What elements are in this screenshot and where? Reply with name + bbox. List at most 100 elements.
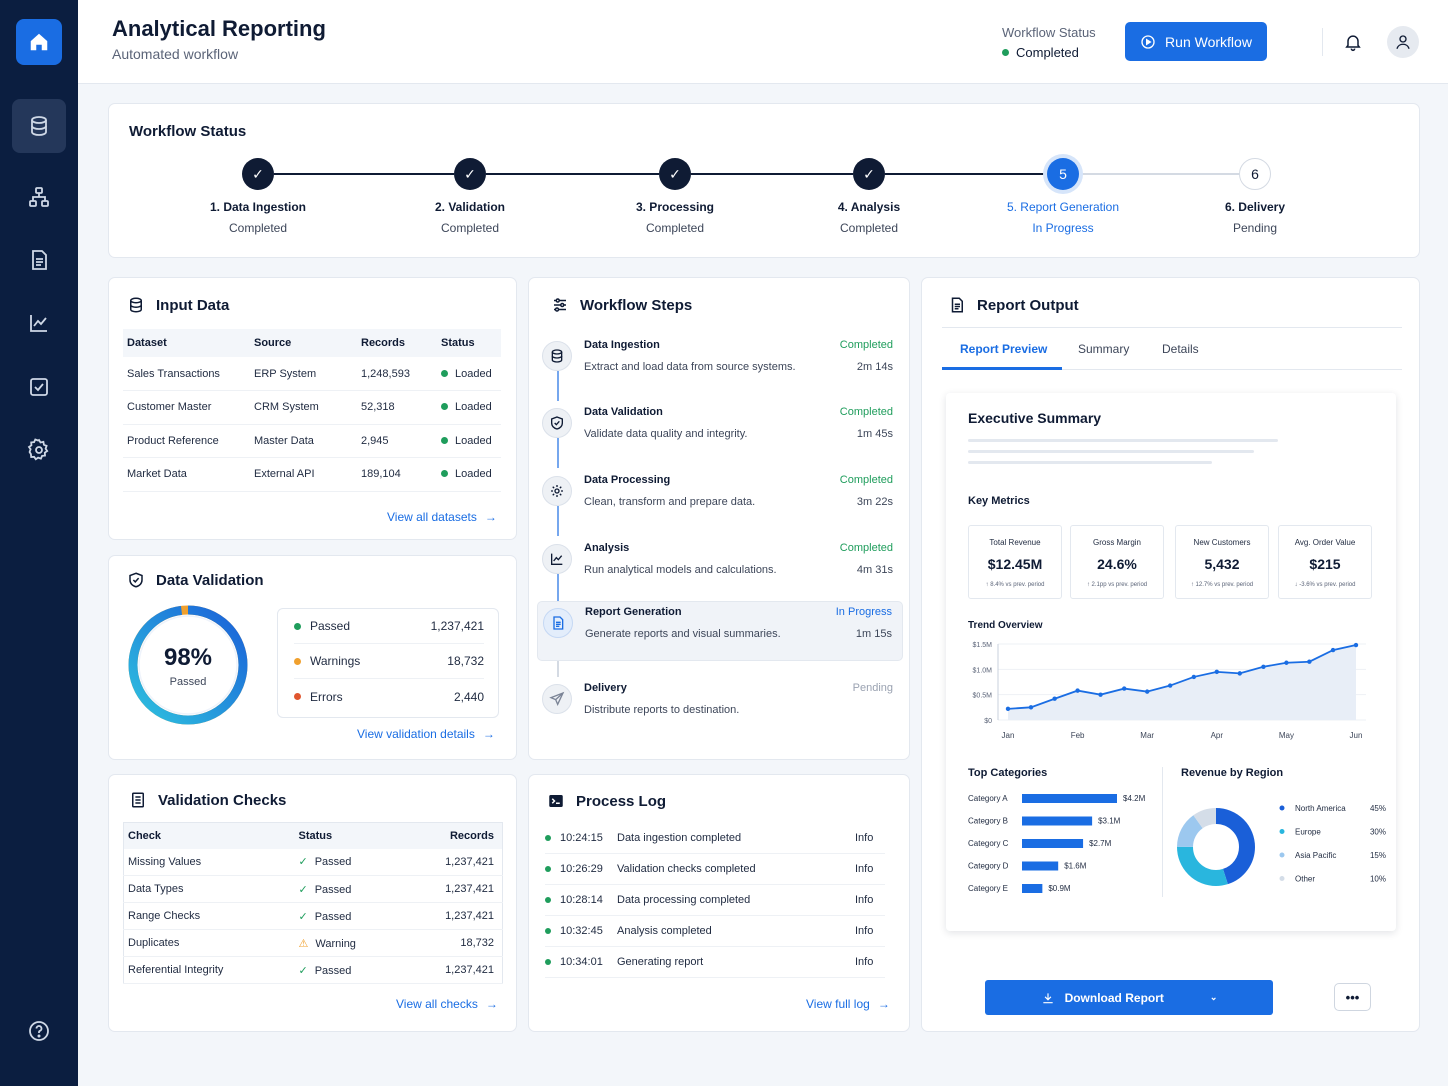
category-bar	[1022, 794, 1117, 803]
workflow-step-item[interactable]: Data Ingestion Extract and load data from…	[537, 335, 903, 395]
workflow-step-item[interactable]: Report Generation Generate reports and vi…	[537, 601, 903, 661]
table-row[interactable]: Duplicates ⚠ Warning 18,732	[123, 929, 503, 957]
legend-label: North America	[1295, 804, 1346, 813]
view-all-datasets-link[interactable]: View all datasets →	[387, 510, 497, 524]
header-divider	[1322, 28, 1323, 56]
table-row[interactable]: Data Types ✓ Passed 1,237,421	[123, 875, 503, 903]
step-5-marker[interactable]: 5	[1047, 158, 1079, 190]
sidebar-item-workflow[interactable]	[12, 170, 66, 224]
step-connector	[557, 438, 559, 468]
process-log-card: Process Log 10:24:15 Data ingestion compl…	[528, 774, 910, 1032]
metric-delta: ↑ 2.1pp vs prev. period	[1086, 582, 1148, 588]
log-message: Data processing completed	[617, 894, 751, 906]
avatar[interactable]	[1387, 26, 1419, 58]
log-entry: 10:28:14 Data processing completed Info	[545, 885, 885, 916]
category-value-label: $3.1M	[1098, 817, 1121, 826]
trend-point	[1122, 686, 1127, 691]
workflow-step-item[interactable]: Delivery Distribute reports to destinatio…	[537, 678, 903, 738]
x-tick-label: Jun	[1350, 731, 1363, 740]
log-entry: 10:24:15 Data ingestion completed Info	[545, 823, 885, 854]
sidebar-item-help[interactable]	[12, 1004, 66, 1058]
table-row[interactable]: Referential Integrity ✓ Passed 1,237,421	[123, 956, 503, 984]
workflow-step-item[interactable]: Data Validation Validate data quality and…	[537, 402, 903, 462]
workflow-step-desc: Generate reports and visual summaries.	[585, 628, 781, 640]
legend-label: Europe	[1295, 828, 1321, 837]
validation-checks-header: Validation Checks	[129, 791, 286, 809]
sidebar-item-settings[interactable]	[12, 423, 66, 477]
category-label: Category B	[968, 817, 1008, 826]
status-dot	[1002, 49, 1009, 56]
run-workflow-label: Run Workflow	[1165, 33, 1252, 50]
play-icon	[1141, 34, 1155, 49]
workflow-step-status: Completed	[839, 474, 893, 486]
check-name: Duplicates	[123, 929, 295, 957]
bell-icon[interactable]	[1338, 27, 1368, 57]
run-workflow-button[interactable]: Run Workflow	[1125, 22, 1267, 61]
step-1-marker[interactable]: ✓	[242, 158, 274, 190]
view-all-checks-link[interactable]: View all checks →	[396, 997, 498, 1011]
legend-swatch	[1279, 876, 1285, 881]
step-3-marker[interactable]: ✓	[659, 158, 691, 190]
home-icon[interactable]	[16, 19, 62, 65]
tab-details[interactable]: Details	[1162, 342, 1199, 356]
table-row[interactable]: Product Reference Master Data 2,945 Loaded	[123, 424, 501, 458]
sidebar-item-analytics[interactable]	[12, 296, 66, 350]
category-bar	[1022, 816, 1093, 826]
col-check-status: Status	[294, 822, 405, 849]
y-tick-label: $1.5M	[973, 642, 993, 649]
step-6-marker[interactable]: 6	[1239, 158, 1271, 190]
sidebar-item-tasks[interactable]	[12, 360, 66, 414]
metric-value: $12.45M	[987, 556, 1043, 572]
more-options-button[interactable]: •••	[1334, 983, 1371, 1011]
stepper-connector	[885, 173, 1047, 175]
sidebar-item-data[interactable]	[12, 99, 66, 153]
tab-summary[interactable]: Summary	[1078, 342, 1130, 356]
revenue-by-region-donut: North America 45% Europe 30% Asia Pacific 15%…	[1177, 804, 1386, 886]
view-validation-details-label: View validation details	[357, 727, 475, 741]
step-2-marker[interactable]: ✓	[454, 158, 486, 190]
data-validation-title: Data Validation	[156, 571, 264, 589]
metric-card: New Customers 5,432 ↑ 12.7% vs prev. perio…	[1175, 525, 1269, 599]
col-source: Source	[250, 329, 357, 357]
workflow-step-item[interactable]: Analysis Run analytical models and calcul…	[537, 538, 903, 598]
status-text: Loaded	[455, 468, 492, 481]
metric-card: Total Revenue $12.45M ↑ 8.4% vs prev. peri…	[968, 525, 1062, 599]
process-log-header: Process Log	[547, 792, 666, 810]
log-entry: 10:34:01 Generating report Info	[545, 947, 885, 978]
step-4-marker[interactable]: ✓	[853, 158, 885, 190]
metric-label: New Customers	[1193, 538, 1251, 547]
workflow-step-status: In Progress	[835, 606, 892, 618]
chart-line-icon	[542, 544, 572, 574]
table-row[interactable]: Market Data External API 189,104 Loaded	[123, 457, 501, 492]
stepper-connector	[691, 173, 853, 175]
stepper-connector	[274, 173, 454, 175]
log-message: Analysis completed	[617, 925, 712, 937]
dataset-source: CRM System	[250, 390, 357, 425]
workflow-step-desc: Validate data quality and integrity.	[584, 428, 748, 440]
metric-card: Gross Margin 24.6% ↑ 2.1pp vs prev. period	[1070, 525, 1164, 599]
col-status: Status	[437, 329, 501, 357]
view-full-log-link[interactable]: View full log →	[806, 997, 890, 1011]
status-dot	[294, 622, 301, 630]
table-row[interactable]: Missing Values ✓ Passed 1,237,421	[123, 848, 503, 876]
x-tick-label: Jan	[1002, 731, 1015, 740]
workflow-status-card: Workflow Status ✓ 1. Data Ingestion Comple…	[108, 103, 1420, 258]
table-row[interactable]: Range Checks ✓ Passed 1,237,421	[123, 902, 503, 930]
table-row[interactable]: Customer Master CRM System 52,318 Loaded	[123, 390, 501, 425]
report-icon	[951, 297, 963, 313]
dataset-status: Loaded	[437, 424, 501, 458]
check-records: 1,237,421	[404, 902, 503, 930]
check-name: Referential Integrity	[123, 956, 295, 984]
workflow-step-item[interactable]: Data Processing Clean, transform and prep…	[537, 470, 903, 530]
tab-report-preview[interactable]: Report Preview	[960, 342, 1048, 356]
status-dot	[545, 835, 551, 841]
sidebar-item-reports[interactable]	[12, 233, 66, 287]
input-data-title: Input Data	[156, 296, 230, 314]
page-subtitle: Automated workflow	[112, 46, 239, 62]
status-text: Loaded	[455, 434, 492, 447]
log-level: Info	[855, 894, 874, 906]
download-report-button[interactable]: Download Report ⌄	[985, 980, 1273, 1015]
view-validation-details-link[interactable]: View validation details →	[357, 727, 495, 741]
table-row[interactable]: Sales Transactions ERP System 1,248,593 Loa…	[123, 357, 501, 391]
y-tick-label: $0	[984, 718, 992, 725]
